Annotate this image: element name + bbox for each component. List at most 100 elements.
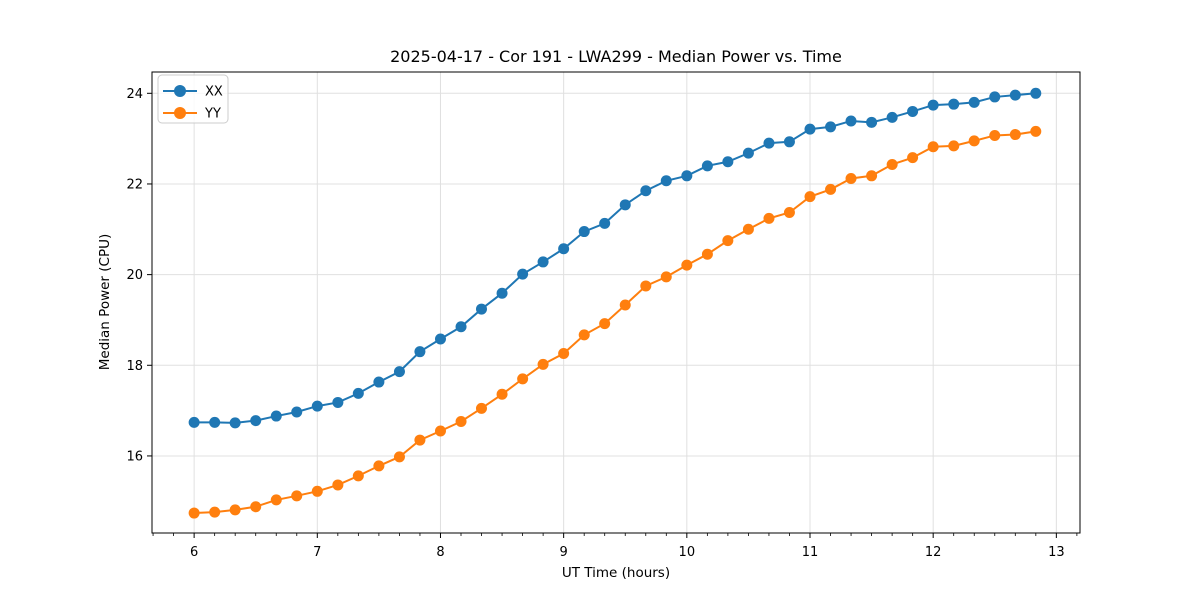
legend-marker-icon-yy	[174, 107, 186, 119]
data-point-yy	[537, 358, 549, 370]
legend-label-yy: YY	[204, 107, 221, 122]
axis-ticks: 6 7 8 9 10 11 12 13 16 18 20 22 24	[126, 87, 1078, 560]
data-point-xx	[804, 123, 816, 135]
data-point-yy	[722, 235, 734, 247]
data-point-xx	[1030, 87, 1042, 99]
data-point-yy	[496, 388, 508, 400]
data-point-xx	[393, 366, 405, 378]
data-point-xx	[209, 416, 221, 428]
x-tick-label: 12	[925, 545, 942, 560]
data-point-yy	[455, 415, 467, 427]
data-point-xx	[311, 400, 323, 412]
data-point-yy	[989, 129, 1001, 141]
data-point-xx	[414, 346, 426, 358]
data-point-xx	[373, 376, 385, 388]
data-point-xx	[701, 160, 713, 172]
data-point-yy	[968, 135, 980, 147]
y-tick-label: 16	[126, 449, 143, 464]
data-point-yy	[270, 494, 282, 506]
data-point-xx	[619, 199, 631, 211]
data-point-yy	[927, 141, 939, 153]
data-point-xx	[722, 156, 734, 168]
data-point-yy	[866, 170, 878, 182]
data-point-xx	[660, 175, 672, 187]
data-point-xx	[681, 170, 693, 182]
data-point-yy	[619, 299, 631, 311]
x-tick-label: 11	[802, 545, 819, 560]
legend-entry-xx: XX	[163, 85, 223, 100]
data-point-xx	[886, 111, 898, 123]
data-point-yy	[475, 402, 487, 414]
data-point-yy	[558, 348, 570, 359]
data-point-xx	[537, 256, 549, 268]
grid-lines	[152, 72, 1080, 533]
data-point-yy	[311, 485, 323, 497]
data-point-xx	[907, 105, 919, 117]
data-point-yy	[742, 223, 754, 235]
data-point-yy	[517, 373, 529, 385]
data-point-yy	[907, 152, 919, 164]
data-point-xx	[332, 396, 344, 408]
data-point-yy	[1009, 129, 1021, 141]
data-point-yy	[250, 501, 262, 513]
data-point-yy	[209, 506, 221, 518]
plot-border	[151, 71, 1081, 534]
data-point-xx	[188, 416, 200, 428]
series-line-xx	[194, 92, 1036, 424]
data-point-yy	[845, 173, 857, 185]
data-point-xx	[989, 91, 1001, 103]
data-point-xx	[229, 417, 241, 429]
data-point-xx	[434, 333, 446, 345]
data-point-xx	[291, 406, 303, 418]
data-point-xx	[517, 268, 529, 280]
data-point-xx	[1009, 89, 1021, 101]
chart-title: 2025-04-17 - Cor 191 - LWA299 - Median P…	[390, 47, 842, 66]
legend-marker-icon-xx	[174, 85, 186, 97]
data-point-yy	[825, 183, 837, 195]
data-point-xx	[496, 287, 508, 299]
data-point-xx	[948, 98, 960, 110]
data-point-yy	[291, 490, 303, 502]
data-point-yy	[660, 271, 672, 283]
x-axis-label: UT Time (hours)	[562, 565, 670, 581]
data-point-xx	[270, 410, 282, 422]
legend-label-xx: XX	[205, 85, 223, 100]
x-tick-label: 8	[436, 545, 444, 560]
data-point-xx	[866, 116, 878, 128]
data-point-yy	[578, 329, 590, 341]
data-point-xx	[825, 121, 837, 133]
data-point-yy	[414, 434, 426, 446]
data-point-yy	[1030, 125, 1042, 137]
x-tick-label: 10	[679, 545, 696, 560]
data-point-yy	[352, 470, 364, 482]
y-tick-label: 18	[126, 359, 143, 374]
y-axis-label: Median Power (CPU)	[97, 234, 113, 370]
data-point-xx	[558, 243, 570, 255]
data-point-yy	[188, 507, 200, 519]
data-point-yy	[804, 191, 816, 203]
data-point-yy	[783, 207, 795, 219]
data-point-xx	[927, 99, 939, 111]
legend: XX YY	[157, 74, 229, 124]
data-point-yy	[434, 425, 446, 437]
data-point-xx	[640, 185, 652, 197]
data-point-xx	[742, 147, 754, 159]
data-point-yy	[763, 212, 775, 224]
data-point-yy	[701, 248, 713, 260]
y-tick-label: 24	[126, 87, 143, 102]
data-point-yy	[229, 504, 241, 516]
data-point-yy	[599, 318, 611, 330]
data-point-yy	[332, 479, 344, 491]
data-point-xx	[475, 303, 487, 315]
data-point-yy	[681, 259, 693, 271]
data-point-yy	[373, 460, 385, 472]
data-point-yy	[393, 451, 405, 463]
data-point-xx	[968, 96, 980, 108]
x-tick-label: 7	[313, 545, 321, 560]
data-point-xx	[455, 321, 467, 333]
data-point-xx	[783, 136, 795, 148]
y-tick-label: 20	[126, 268, 143, 283]
x-tick-label: 13	[1048, 545, 1065, 560]
